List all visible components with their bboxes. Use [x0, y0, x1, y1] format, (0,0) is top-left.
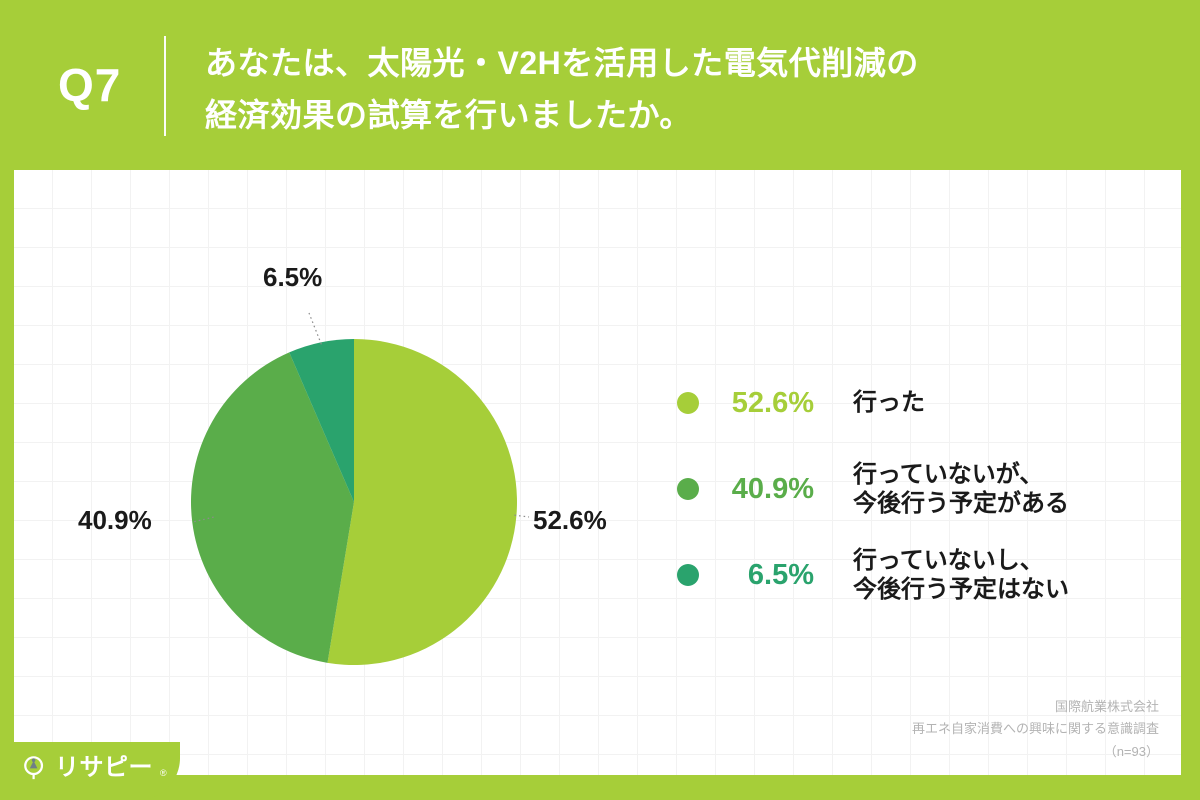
header-divider	[164, 36, 166, 136]
legend-item-2[interactable]: 6.5% 行っていないし、 今後行う予定はない	[664, 532, 1164, 618]
source-line-1: 国際航業株式会社	[1054, 698, 1159, 714]
pie-slices	[190, 339, 518, 665]
legend-item-1[interactable]: 40.9% 行っていないが、 今後行う予定がある	[664, 446, 1164, 532]
source-line-3: （n=93）	[1103, 743, 1159, 759]
pie-leader-lines	[194, 312, 530, 523]
brand-logo-text: リサピー	[55, 754, 153, 781]
legend-percent: 40.9%	[731, 472, 814, 505]
legend-percent: 52.6%	[731, 386, 814, 419]
pie-chart-svg	[190, 312, 530, 665]
legend-label: 行っていないし、 今後行う予定はない	[853, 546, 1069, 603]
pie-slice	[190, 352, 354, 663]
legend-label: 行っていないが、 今後行う予定がある	[853, 460, 1069, 517]
question-number: Q7	[58, 59, 122, 111]
pie-label-6: 6.5%	[263, 262, 323, 292]
magnifier-icon	[24, 756, 44, 780]
page-title: あなたは、太陽光・V2Hを活用した電気代削減の 経済効果の試算を行いましたか。	[205, 38, 1165, 142]
page-title-line-2: 経済効果の試算を行いましたか。	[205, 96, 692, 133]
pie-label-40: 40.9%	[78, 505, 152, 535]
brand-logo[interactable]: リサピー ®	[22, 755, 167, 781]
footer-logo-tab: リサピー ®	[0, 742, 180, 800]
legend-item-0[interactable]: 52.6% 行った	[664, 360, 1164, 446]
pie-slice	[289, 339, 354, 502]
chart-legend: 52.6% 行った 40.9% 行っていないが、 今後行う予定がある 6.5% …	[664, 360, 1164, 618]
legend-bullet-icon	[677, 478, 699, 500]
pie-slice	[327, 339, 518, 665]
pie-chart: 52.6% 40.9% 6.5%	[14, 170, 1181, 775]
source-note: 国際航業株式会社 再エネ自家消費への興味に関する意識調査 （n=93）	[912, 696, 1159, 763]
legend-label: 行った	[853, 389, 925, 417]
pie-leader-line	[308, 312, 322, 345]
brand-logo-registered: ®	[160, 768, 167, 778]
pie-leader-line	[194, 516, 215, 523]
source-line-2: 再エネ自家消費への興味に関する意識調査	[911, 721, 1159, 737]
legend-percent: 6.5%	[747, 558, 814, 591]
pie-leader-line	[514, 514, 530, 518]
legend-bullet-icon	[677, 564, 699, 586]
header-band: Q7 あなたは、太陽光・V2Hを活用した電気代削減の 経済効果の試算を行いました…	[0, 0, 1200, 170]
pie-label-52: 52.6%	[533, 505, 607, 535]
page-title-line-1: あなたは、太陽光・V2Hを活用した電気代削減の	[205, 45, 919, 81]
legend-bullet-icon	[677, 392, 699, 414]
chart-panel: 52.6% 40.9% 6.5% 52.6% 行った 40.9% 行っていないが…	[14, 170, 1181, 775]
